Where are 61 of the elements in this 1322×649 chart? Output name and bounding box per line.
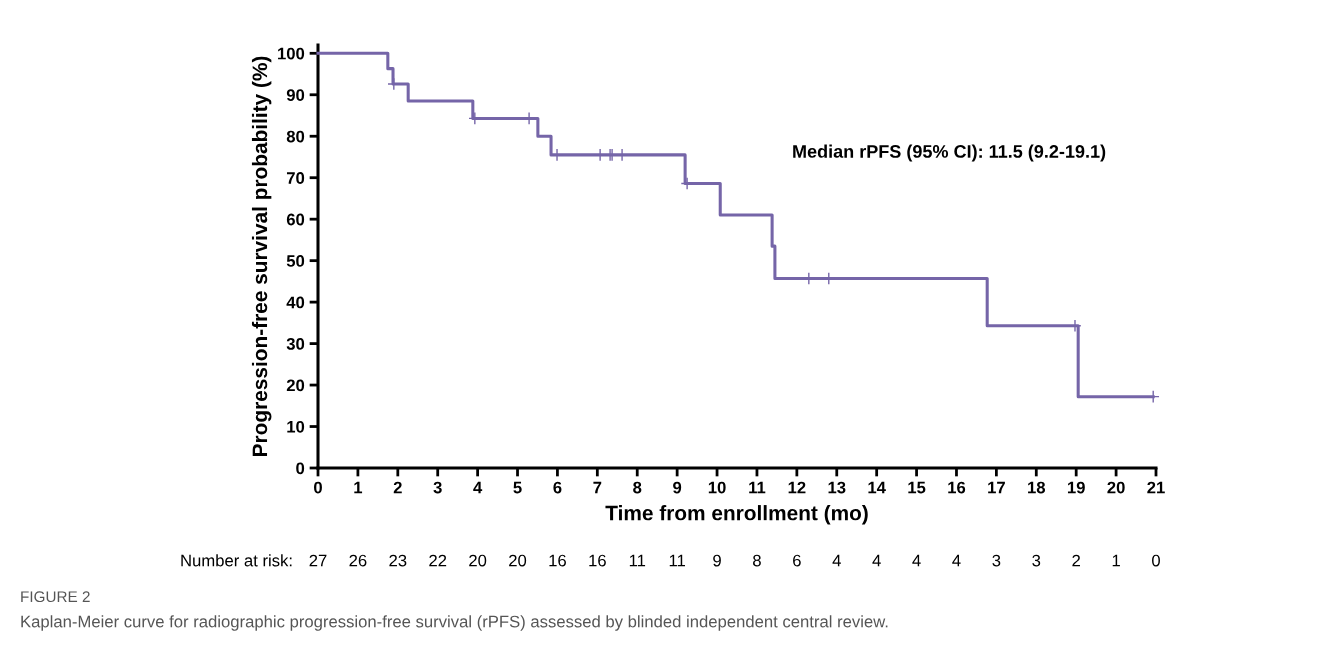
x-tick-label: 3 bbox=[433, 481, 442, 494]
text: 8 bbox=[753, 554, 761, 567]
text: 9 bbox=[713, 554, 721, 567]
x-tick-label: 18 bbox=[1028, 481, 1046, 494]
x-tick-label: 11 bbox=[749, 481, 766, 494]
x-tick-label: 10 bbox=[708, 481, 726, 494]
y-tick-label: 20 bbox=[286, 379, 305, 392]
x-tick-label: 21 bbox=[1147, 481, 1165, 494]
y-tick-label: 50 bbox=[286, 255, 305, 267]
x-axis-title: Time from enrollment (mo) bbox=[605, 505, 868, 525]
y-tick-label: 0 bbox=[296, 462, 305, 475]
x-tick-label: 5 bbox=[513, 481, 522, 494]
text: 0 bbox=[1152, 554, 1160, 567]
text: 1 bbox=[1112, 554, 1120, 567]
y-tick-label: 10 bbox=[287, 420, 305, 433]
text: 4 bbox=[872, 554, 881, 567]
text: 11 bbox=[629, 554, 646, 567]
text: 20 bbox=[469, 554, 487, 567]
x-tick-label: 7 bbox=[593, 481, 602, 494]
x-tick-label: 16 bbox=[948, 481, 966, 494]
y-tick-label: 40 bbox=[286, 296, 305, 309]
x-tick-label: 0 bbox=[314, 481, 322, 494]
text: 26 bbox=[349, 554, 367, 567]
text: 22 bbox=[429, 554, 447, 567]
x-tick-label: 12 bbox=[788, 481, 806, 494]
x-tick-label: 8 bbox=[633, 481, 642, 494]
x-tick-label: 19 bbox=[1067, 481, 1085, 494]
x-tick-label: 9 bbox=[673, 481, 682, 494]
text: 3 bbox=[1032, 554, 1041, 567]
text: 27 bbox=[309, 554, 327, 567]
y-tick-label: 60 bbox=[286, 213, 305, 226]
y-tick-label: 90 bbox=[286, 89, 305, 101]
y-tick-label: 100 bbox=[278, 47, 305, 60]
text: 23 bbox=[389, 554, 407, 567]
text: 3 bbox=[992, 554, 1001, 567]
y-tick-label: 30 bbox=[286, 337, 305, 350]
x-tick-label: 13 bbox=[828, 481, 846, 494]
x-tick-label: 17 bbox=[988, 481, 1005, 494]
text: Kaplan-Meier curve for radiographic progression-free survival (rPFS) assessed by blinded independent central review. bbox=[21, 615, 888, 631]
caption: FIGURE 2 bbox=[21, 591, 90, 603]
text: 4 bbox=[912, 554, 921, 567]
x-tick-label: 20 bbox=[1107, 481, 1125, 494]
text: 11 bbox=[669, 554, 685, 567]
x-tick-label: 15 bbox=[908, 481, 926, 494]
text: 20 bbox=[509, 554, 527, 567]
text: 4 bbox=[952, 554, 961, 567]
text: 6 bbox=[793, 554, 801, 567]
y-tick-label: 70 bbox=[286, 172, 305, 184]
x-tick-label: 4 bbox=[473, 481, 483, 494]
annotation: Median rPFS (95% CI): 11.5 (9.2-19.1) bbox=[793, 144, 1106, 162]
x-tick-label: 6 bbox=[553, 481, 562, 494]
x-tick-label: 14 bbox=[868, 481, 886, 494]
x-tick-label: 1 bbox=[354, 481, 363, 494]
text: 2 bbox=[1072, 554, 1080, 567]
text: 16 bbox=[589, 554, 606, 567]
y-tick-label: 80 bbox=[286, 130, 305, 143]
text: Number at risk: bbox=[181, 554, 292, 567]
text: 4 bbox=[832, 554, 841, 567]
text: 16 bbox=[549, 554, 566, 567]
x-tick-label: 2 bbox=[393, 481, 402, 494]
y-axis-title: Progression-free survival probability (%) bbox=[251, 56, 272, 456]
